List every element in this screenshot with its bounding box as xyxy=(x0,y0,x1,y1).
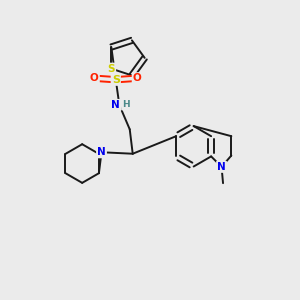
Text: N: N xyxy=(97,147,106,157)
Text: H: H xyxy=(122,100,130,109)
Text: N: N xyxy=(217,162,226,172)
Text: O: O xyxy=(133,73,142,83)
Text: N: N xyxy=(111,100,120,110)
Text: S: S xyxy=(112,75,120,85)
Text: O: O xyxy=(90,73,99,83)
Text: S: S xyxy=(108,64,115,74)
